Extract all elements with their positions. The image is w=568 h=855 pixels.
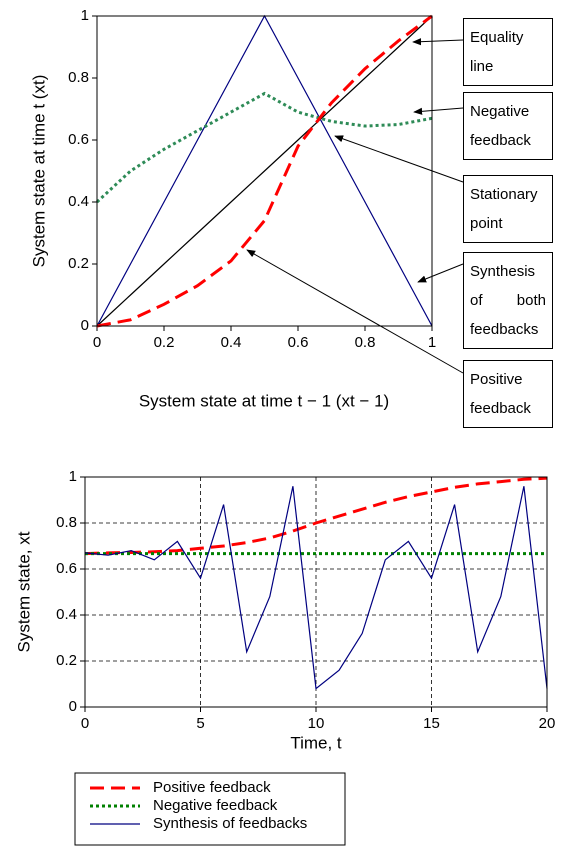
series-line xyxy=(96,14,433,328)
y-tick-label: 0.4 xyxy=(56,606,77,623)
annotation: Equality line xyxy=(463,18,553,86)
annotation-arrow xyxy=(413,107,464,115)
x-tick-label: 10 xyxy=(308,715,325,732)
y-tick-label: 0 xyxy=(69,698,77,715)
annotation: Positive feedback xyxy=(463,360,553,428)
y-axis-label: System state at time t (xt) xyxy=(29,75,48,268)
x-tick-label: 5 xyxy=(196,715,204,732)
series-line xyxy=(95,91,433,204)
x-tick-label: 0.2 xyxy=(154,334,175,351)
plot-frame xyxy=(84,476,548,708)
x-tick-label: 0.6 xyxy=(288,334,309,351)
y-tick-label: 1 xyxy=(69,468,77,485)
x-tick-label: 15 xyxy=(423,715,440,732)
annotation-arrow xyxy=(246,249,464,374)
x-tick-label: 1 xyxy=(428,334,436,351)
legend-label: Positive feedback xyxy=(153,779,271,796)
annotation-arrow xyxy=(412,38,464,46)
x-axis-label: System state at time t − 1 (xt − 1) xyxy=(139,391,389,410)
annotation-arrow xyxy=(417,263,464,283)
x-tick-label: 0 xyxy=(81,715,89,732)
series-line xyxy=(96,15,433,327)
x-tick-label: 20 xyxy=(539,715,556,732)
y-tick-label: 0.8 xyxy=(56,514,77,531)
x-axis-label: Time, t xyxy=(290,733,342,752)
y-tick-label: 0.6 xyxy=(68,131,89,148)
y-axis-label: System state, xt xyxy=(14,531,33,652)
x-tick-label: 0.4 xyxy=(221,334,242,351)
series-line xyxy=(84,486,548,690)
y-tick-label: 1 xyxy=(81,7,89,24)
y-tick-label: 0.6 xyxy=(56,560,77,577)
annotation-arrow xyxy=(334,135,464,183)
legend-label: Negative feedback xyxy=(153,797,278,814)
legend-box xyxy=(74,772,346,846)
annotation: Synthesis of both feedbacks xyxy=(463,252,553,349)
y-tick-label: 0.4 xyxy=(68,193,89,210)
y-tick-label: 0 xyxy=(81,317,89,334)
series-line xyxy=(84,476,548,556)
x-tick-label: 0 xyxy=(93,334,101,351)
y-tick-label: 0.2 xyxy=(68,255,89,272)
y-tick-label: 0.2 xyxy=(56,652,77,669)
annotation: Negative feedback xyxy=(463,92,553,160)
x-tick-label: 0.8 xyxy=(355,334,376,351)
y-tick-label: 0.8 xyxy=(68,69,89,86)
legend-label: Synthesis of feedbacks xyxy=(153,815,307,832)
annotation: Stationary point xyxy=(463,175,553,243)
